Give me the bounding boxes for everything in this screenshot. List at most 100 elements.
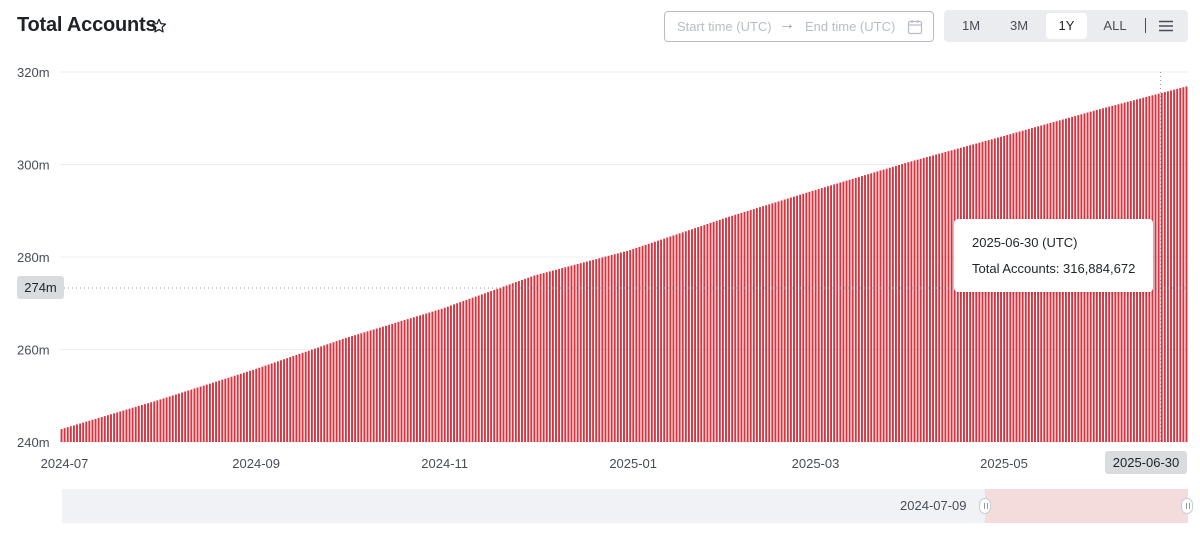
- bar[interactable]: [894, 165, 897, 442]
- bar[interactable]: [570, 265, 573, 442]
- bar[interactable]: [517, 281, 520, 442]
- bar[interactable]: [607, 255, 610, 442]
- bar[interactable]: [814, 189, 817, 442]
- bar[interactable]: [97, 417, 100, 442]
- bar[interactable]: [227, 377, 230, 442]
- bar[interactable]: [369, 330, 372, 442]
- bar[interactable]: [681, 232, 684, 442]
- bar[interactable]: [459, 302, 462, 442]
- bar[interactable]: [144, 404, 146, 442]
- bar[interactable]: [697, 227, 700, 442]
- bar[interactable]: [598, 258, 601, 442]
- bar[interactable]: [508, 284, 511, 442]
- bar[interactable]: [678, 233, 681, 442]
- bar[interactable]: [672, 235, 675, 442]
- bar[interactable]: [468, 298, 471, 442]
- bar[interactable]: [125, 409, 128, 442]
- star-icon[interactable]: [150, 17, 168, 35]
- bar[interactable]: [589, 260, 591, 442]
- bar[interactable]: [239, 373, 242, 442]
- bar[interactable]: [817, 189, 820, 442]
- bar[interactable]: [193, 388, 196, 442]
- bar[interactable]: [947, 151, 950, 442]
- bar[interactable]: [224, 378, 227, 442]
- bar[interactable]: [270, 363, 273, 442]
- bar[interactable]: [592, 259, 595, 442]
- hamburger-menu-icon[interactable]: [1158, 18, 1174, 34]
- bar[interactable]: [721, 218, 724, 442]
- bar[interactable]: [595, 259, 598, 442]
- bar[interactable]: [882, 169, 885, 442]
- bar[interactable]: [827, 186, 829, 442]
- bar[interactable]: [601, 257, 604, 442]
- start-time-input[interactable]: Start time (UTC): [677, 19, 772, 34]
- bar[interactable]: [1182, 87, 1185, 443]
- bar[interactable]: [363, 332, 366, 442]
- bar[interactable]: [465, 299, 468, 442]
- bar[interactable]: [820, 188, 823, 442]
- bar[interactable]: [119, 411, 122, 442]
- bar[interactable]: [1176, 88, 1179, 443]
- bar[interactable]: [919, 158, 922, 442]
- bar[interactable]: [314, 348, 316, 442]
- bar[interactable]: [1179, 88, 1182, 443]
- bar[interactable]: [715, 220, 718, 442]
- bar[interactable]: [419, 315, 421, 442]
- bar[interactable]: [530, 276, 533, 442]
- bar[interactable]: [261, 366, 264, 442]
- bar[interactable]: [357, 334, 360, 442]
- bar[interactable]: [1170, 90, 1172, 442]
- bar[interactable]: [731, 215, 734, 442]
- bar[interactable]: [740, 212, 743, 442]
- bar[interactable]: [301, 352, 304, 442]
- bar[interactable]: [298, 353, 301, 442]
- bar[interactable]: [190, 389, 193, 442]
- bar[interactable]: [134, 406, 137, 442]
- navigator-selection[interactable]: [985, 489, 1188, 523]
- bar[interactable]: [663, 238, 666, 442]
- bar[interactable]: [323, 345, 326, 442]
- bar[interactable]: [82, 422, 85, 442]
- bar[interactable]: [774, 202, 777, 442]
- bar[interactable]: [975, 143, 978, 443]
- bar[interactable]: [147, 403, 150, 442]
- bar[interactable]: [422, 314, 425, 442]
- bar[interactable]: [527, 277, 530, 442]
- bar[interactable]: [335, 341, 338, 442]
- bar[interactable]: [258, 367, 261, 442]
- date-range-picker[interactable]: Start time (UTC) → End time (UTC): [664, 11, 934, 42]
- bar[interactable]: [555, 269, 557, 442]
- bar[interactable]: [156, 400, 159, 442]
- bar[interactable]: [762, 206, 765, 442]
- bar[interactable]: [765, 205, 768, 442]
- bar[interactable]: [861, 176, 863, 442]
- bar[interactable]: [629, 250, 632, 442]
- bar[interactable]: [304, 351, 307, 442]
- bar[interactable]: [338, 340, 341, 442]
- bar[interactable]: [307, 350, 310, 442]
- bar[interactable]: [925, 157, 928, 442]
- bar[interactable]: [471, 297, 474, 442]
- bar[interactable]: [202, 385, 205, 442]
- bar[interactable]: [230, 376, 233, 442]
- bar[interactable]: [289, 357, 292, 442]
- bar[interactable]: [446, 306, 449, 442]
- bar[interactable]: [703, 224, 706, 442]
- bar[interactable]: [752, 209, 755, 442]
- calendar-icon[interactable]: [907, 19, 923, 35]
- bar[interactable]: [449, 305, 452, 442]
- bar[interactable]: [366, 331, 369, 442]
- bar[interactable]: [431, 311, 434, 442]
- bar[interactable]: [378, 327, 381, 442]
- bar[interactable]: [246, 371, 248, 442]
- bar[interactable]: [76, 424, 78, 442]
- bar[interactable]: [60, 429, 63, 442]
- bar[interactable]: [286, 358, 289, 442]
- bar[interactable]: [786, 198, 789, 442]
- navigator-left-handle[interactable]: [979, 498, 991, 514]
- bar[interactable]: [833, 184, 836, 442]
- bar[interactable]: [1166, 91, 1169, 442]
- bar[interactable]: [966, 146, 968, 442]
- bar[interactable]: [604, 256, 607, 442]
- bar[interactable]: [110, 414, 112, 442]
